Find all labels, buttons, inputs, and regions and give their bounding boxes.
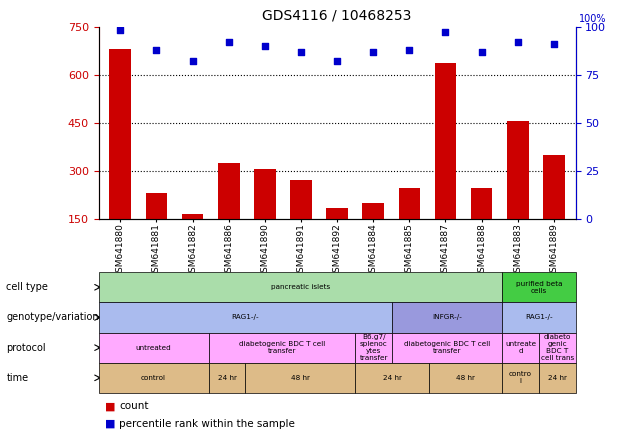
- Bar: [543, 155, 565, 267]
- Text: genotype/variation: genotype/variation: [6, 313, 99, 322]
- Text: pancreatic islets: pancreatic islets: [271, 284, 330, 290]
- Point: [513, 39, 523, 46]
- Point: [259, 42, 270, 49]
- Point: [476, 48, 487, 55]
- Text: 100%: 100%: [579, 14, 606, 24]
- Point: [332, 58, 342, 65]
- Bar: [471, 188, 492, 267]
- Text: ■: ■: [105, 419, 116, 429]
- Text: diabeto
genic
BDC T
cell trans: diabeto genic BDC T cell trans: [541, 334, 574, 361]
- Point: [549, 40, 559, 48]
- Point: [368, 48, 378, 55]
- Bar: [218, 163, 240, 267]
- Text: RAG1-/-: RAG1-/-: [525, 314, 553, 321]
- Text: RAG1-/-: RAG1-/-: [232, 314, 259, 321]
- Text: B6.g7/
splenoc
ytes
transfer: B6.g7/ splenoc ytes transfer: [359, 334, 388, 361]
- Bar: [254, 169, 275, 267]
- Text: percentile rank within the sample: percentile rank within the sample: [119, 419, 295, 429]
- Text: INFGR-/-: INFGR-/-: [432, 314, 462, 321]
- Bar: [399, 188, 420, 267]
- Text: ■: ■: [105, 401, 116, 411]
- Text: contro
l: contro l: [509, 371, 532, 385]
- Text: diabetogenic BDC T cell
transfer: diabetogenic BDC T cell transfer: [239, 341, 325, 354]
- Point: [151, 46, 162, 53]
- Point: [440, 29, 450, 36]
- Bar: [434, 63, 457, 267]
- Text: 24 hr: 24 hr: [548, 375, 567, 381]
- Text: diabetogenic BDC T cell
transfer: diabetogenic BDC T cell transfer: [404, 341, 490, 354]
- Text: count: count: [119, 401, 148, 411]
- Bar: [290, 180, 312, 267]
- Text: control: control: [141, 375, 166, 381]
- Bar: [146, 193, 167, 267]
- Bar: [507, 121, 529, 267]
- Text: untreated: untreated: [135, 345, 172, 351]
- Point: [224, 39, 234, 46]
- Text: untreate
d: untreate d: [505, 341, 536, 354]
- Text: 24 hr: 24 hr: [383, 375, 401, 381]
- Text: time: time: [6, 373, 29, 383]
- Text: cell type: cell type: [6, 282, 48, 292]
- Bar: [363, 203, 384, 267]
- Point: [115, 27, 125, 34]
- Point: [296, 48, 306, 55]
- Title: GDS4116 / 10468253: GDS4116 / 10468253: [263, 9, 411, 23]
- Bar: [326, 208, 348, 267]
- Text: 24 hr: 24 hr: [218, 375, 237, 381]
- Text: purified beta
cells: purified beta cells: [516, 281, 562, 294]
- Bar: [182, 214, 204, 267]
- Point: [404, 46, 415, 53]
- Text: 48 hr: 48 hr: [456, 375, 475, 381]
- Text: protocol: protocol: [6, 343, 46, 353]
- Text: 48 hr: 48 hr: [291, 375, 310, 381]
- Bar: [109, 49, 131, 267]
- Point: [188, 58, 198, 65]
